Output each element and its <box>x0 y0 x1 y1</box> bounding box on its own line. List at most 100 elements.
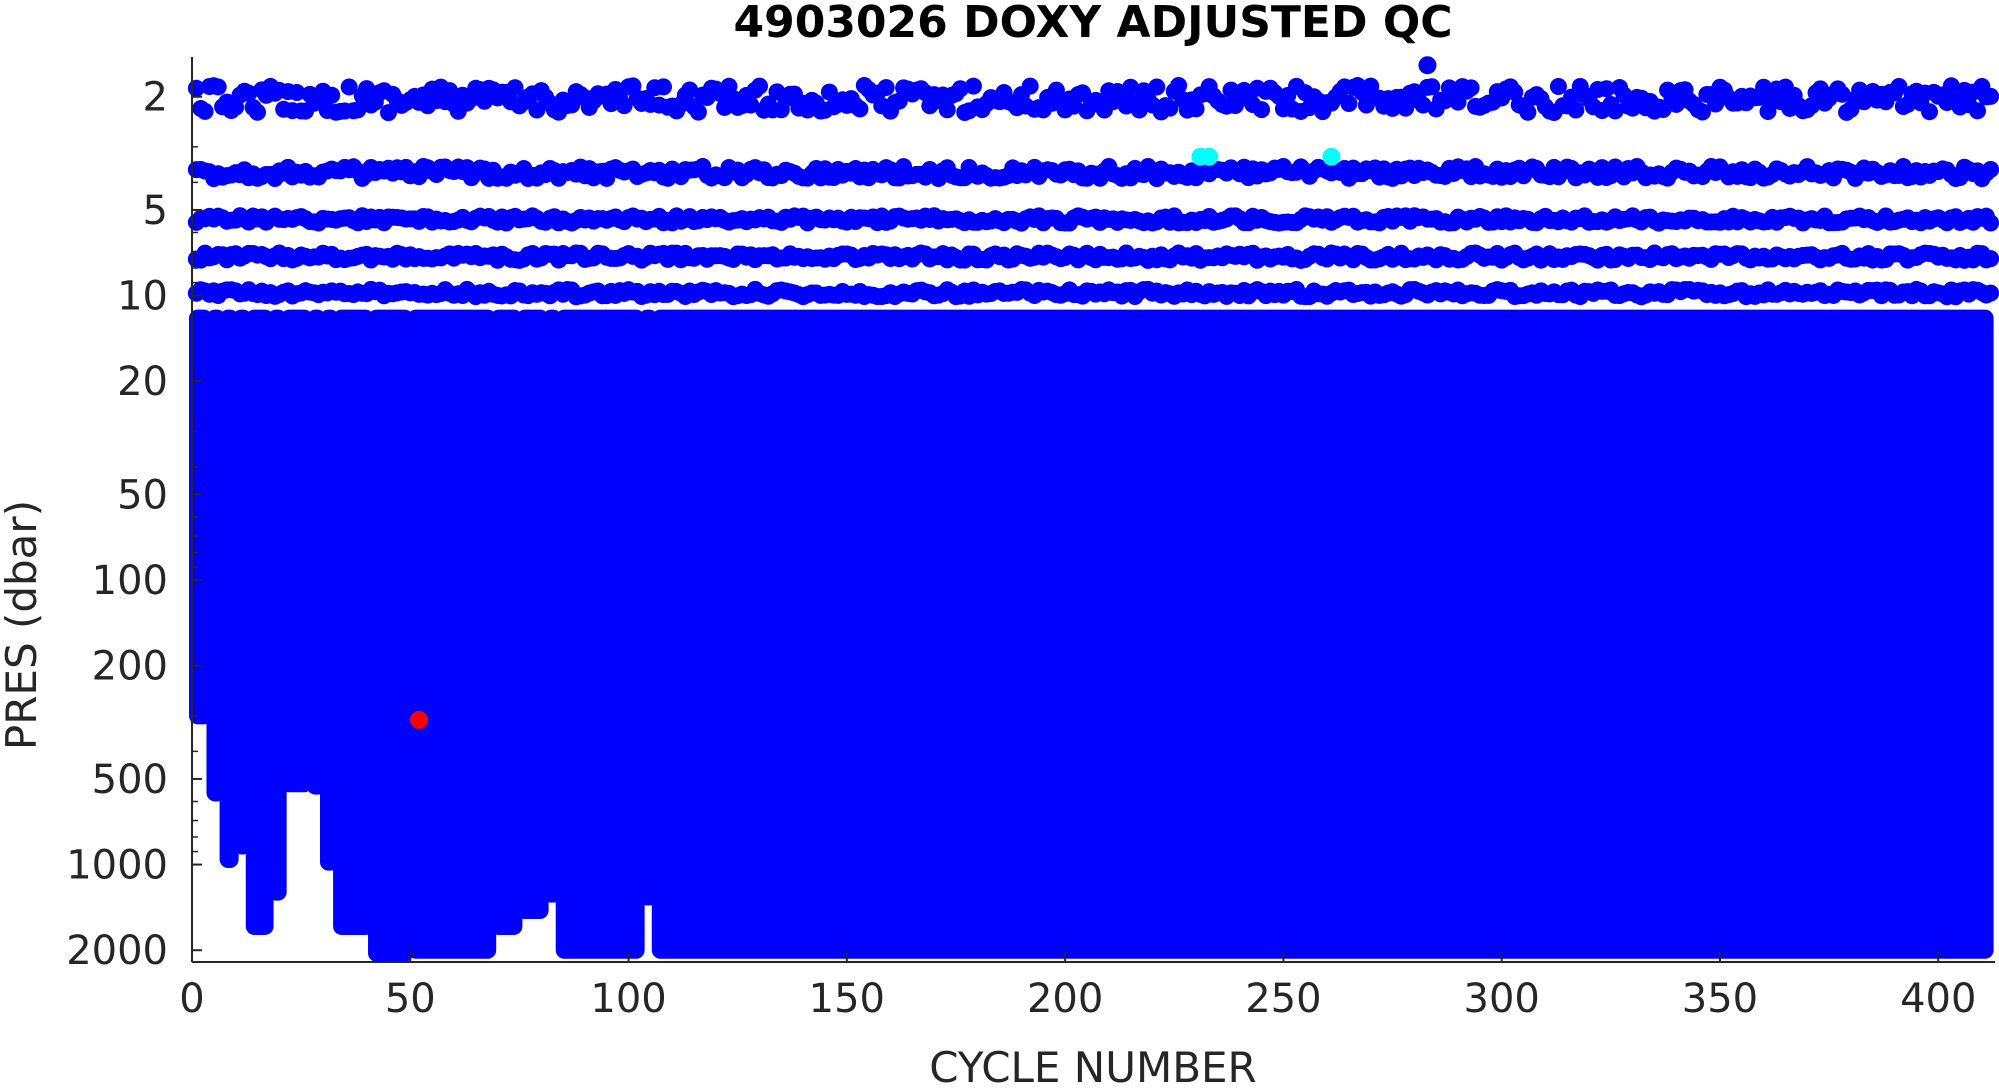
data-point <box>615 97 633 115</box>
data-point <box>1597 80 1615 98</box>
data-point <box>689 103 707 121</box>
y-tick-label: 50 <box>117 472 168 518</box>
data-point <box>1567 101 1585 119</box>
data-point <box>349 101 367 119</box>
data-point <box>890 92 908 110</box>
x-tick-label: 50 <box>385 976 436 1022</box>
x-tick-label: 250 <box>1245 976 1321 1022</box>
data-point <box>1982 87 1999 105</box>
data-point <box>1122 78 1140 96</box>
data-point <box>340 78 358 96</box>
data-point <box>1803 97 1821 115</box>
data-point <box>288 83 306 101</box>
data-point <box>240 84 258 102</box>
data-point <box>1021 77 1039 95</box>
surface-row-4 <box>187 280 1999 306</box>
data-point <box>742 96 760 114</box>
data-point <box>851 100 869 118</box>
data-point <box>1187 100 1205 118</box>
y-tick-label: 100 <box>92 558 168 604</box>
data-point <box>1982 284 1999 302</box>
x-tick-label: 0 <box>179 976 204 1022</box>
data-point <box>820 83 838 101</box>
data-point <box>506 79 524 97</box>
data-point <box>1755 78 1773 96</box>
x-axis-title: CYCLE NUMBER <box>929 1043 1257 1088</box>
data-point <box>1921 103 1939 121</box>
data-point <box>1694 103 1712 121</box>
data-point-2-0 <box>1418 56 1437 75</box>
profile-band-10 <box>368 309 414 962</box>
data-point-1-0 <box>410 710 429 729</box>
profile-band-9 <box>333 309 374 935</box>
surface-row-2 <box>187 207 1999 232</box>
data-point <box>1340 95 1358 113</box>
data-point <box>1707 95 1725 113</box>
y-tick-label: 500 <box>92 757 168 803</box>
x-tick-label: 350 <box>1682 976 1758 1022</box>
data-point <box>358 80 376 98</box>
data-point <box>248 103 266 121</box>
data-point <box>1170 76 1188 94</box>
data-point <box>209 78 227 96</box>
data-point <box>1423 78 1441 96</box>
surface-row-1 <box>187 157 1999 188</box>
y-tick-label: 20 <box>117 359 168 405</box>
data-point <box>1462 79 1480 97</box>
y-axis-title: PRES (dbar) <box>0 500 46 750</box>
surface-row-3 <box>187 244 1999 269</box>
data-point <box>1942 77 1960 95</box>
y-tick-label: 5 <box>143 188 168 234</box>
x-tick-label: 100 <box>590 976 666 1022</box>
plot-area <box>187 56 1999 962</box>
profile-band-12 <box>490 309 523 935</box>
data-point <box>1148 78 1166 96</box>
x-tick-label: 150 <box>809 976 885 1022</box>
profile-band-15 <box>555 309 645 959</box>
y-tick-label: 2 <box>143 75 168 121</box>
data-point <box>1519 103 1537 121</box>
data-point <box>1161 99 1179 117</box>
axes: 0 50 100 150 200 250 300 350 400 2 5 10 20 50 100 200 50… <box>66 57 1995 1022</box>
surface-row-0 <box>187 76 1999 122</box>
y-tick-label: 1000 <box>66 843 168 889</box>
profile-band-17 <box>651 309 1994 959</box>
data-point <box>323 86 341 104</box>
data-point <box>1667 95 1685 113</box>
data-point <box>441 82 459 100</box>
data-point <box>1969 102 1987 120</box>
data-point <box>1982 250 1999 268</box>
data-point <box>938 101 956 119</box>
data-point <box>751 77 769 95</box>
data-point <box>196 102 214 120</box>
data-point <box>681 81 699 99</box>
data-point <box>528 101 546 119</box>
profile-band-13 <box>516 309 549 919</box>
data-point <box>1982 160 1999 178</box>
data-point <box>1414 96 1432 114</box>
data-point <box>1982 214 1999 232</box>
data-point <box>1833 85 1851 103</box>
x-tick-label: 300 <box>1464 976 1540 1022</box>
chart-title: 4903026 DOXY ADJUSTED QC <box>733 0 1452 48</box>
x-tick-label: 400 <box>1900 976 1976 1022</box>
data-point <box>1549 77 1567 95</box>
data-point-0-1 <box>1200 147 1219 166</box>
data-point <box>1890 77 1908 95</box>
y-tick-label: 200 <box>92 644 168 690</box>
y-tick-label: 2000 <box>66 928 168 974</box>
data-point <box>1397 99 1415 117</box>
y-tick-label: 10 <box>117 274 168 320</box>
data-point <box>951 80 969 98</box>
data-point <box>877 79 895 97</box>
data-point <box>1606 102 1624 120</box>
profile-band-6 <box>280 309 313 793</box>
x-tick-label: 200 <box>1027 976 1103 1022</box>
profile-band-4 <box>245 309 274 935</box>
data-point-0-2 <box>1322 147 1341 166</box>
data-point <box>964 77 982 95</box>
profile-band-11 <box>407 309 497 959</box>
data-point <box>654 78 672 96</box>
data-point <box>1253 101 1271 119</box>
